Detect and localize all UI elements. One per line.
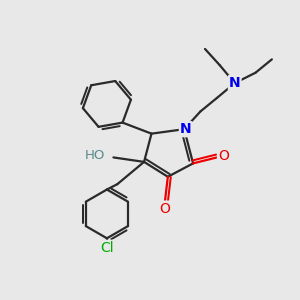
Text: HO: HO	[85, 149, 105, 162]
Text: O: O	[218, 149, 229, 163]
Text: N: N	[180, 122, 191, 136]
Text: Cl: Cl	[100, 241, 114, 255]
Text: N: N	[229, 76, 241, 90]
Text: O: O	[159, 202, 170, 216]
